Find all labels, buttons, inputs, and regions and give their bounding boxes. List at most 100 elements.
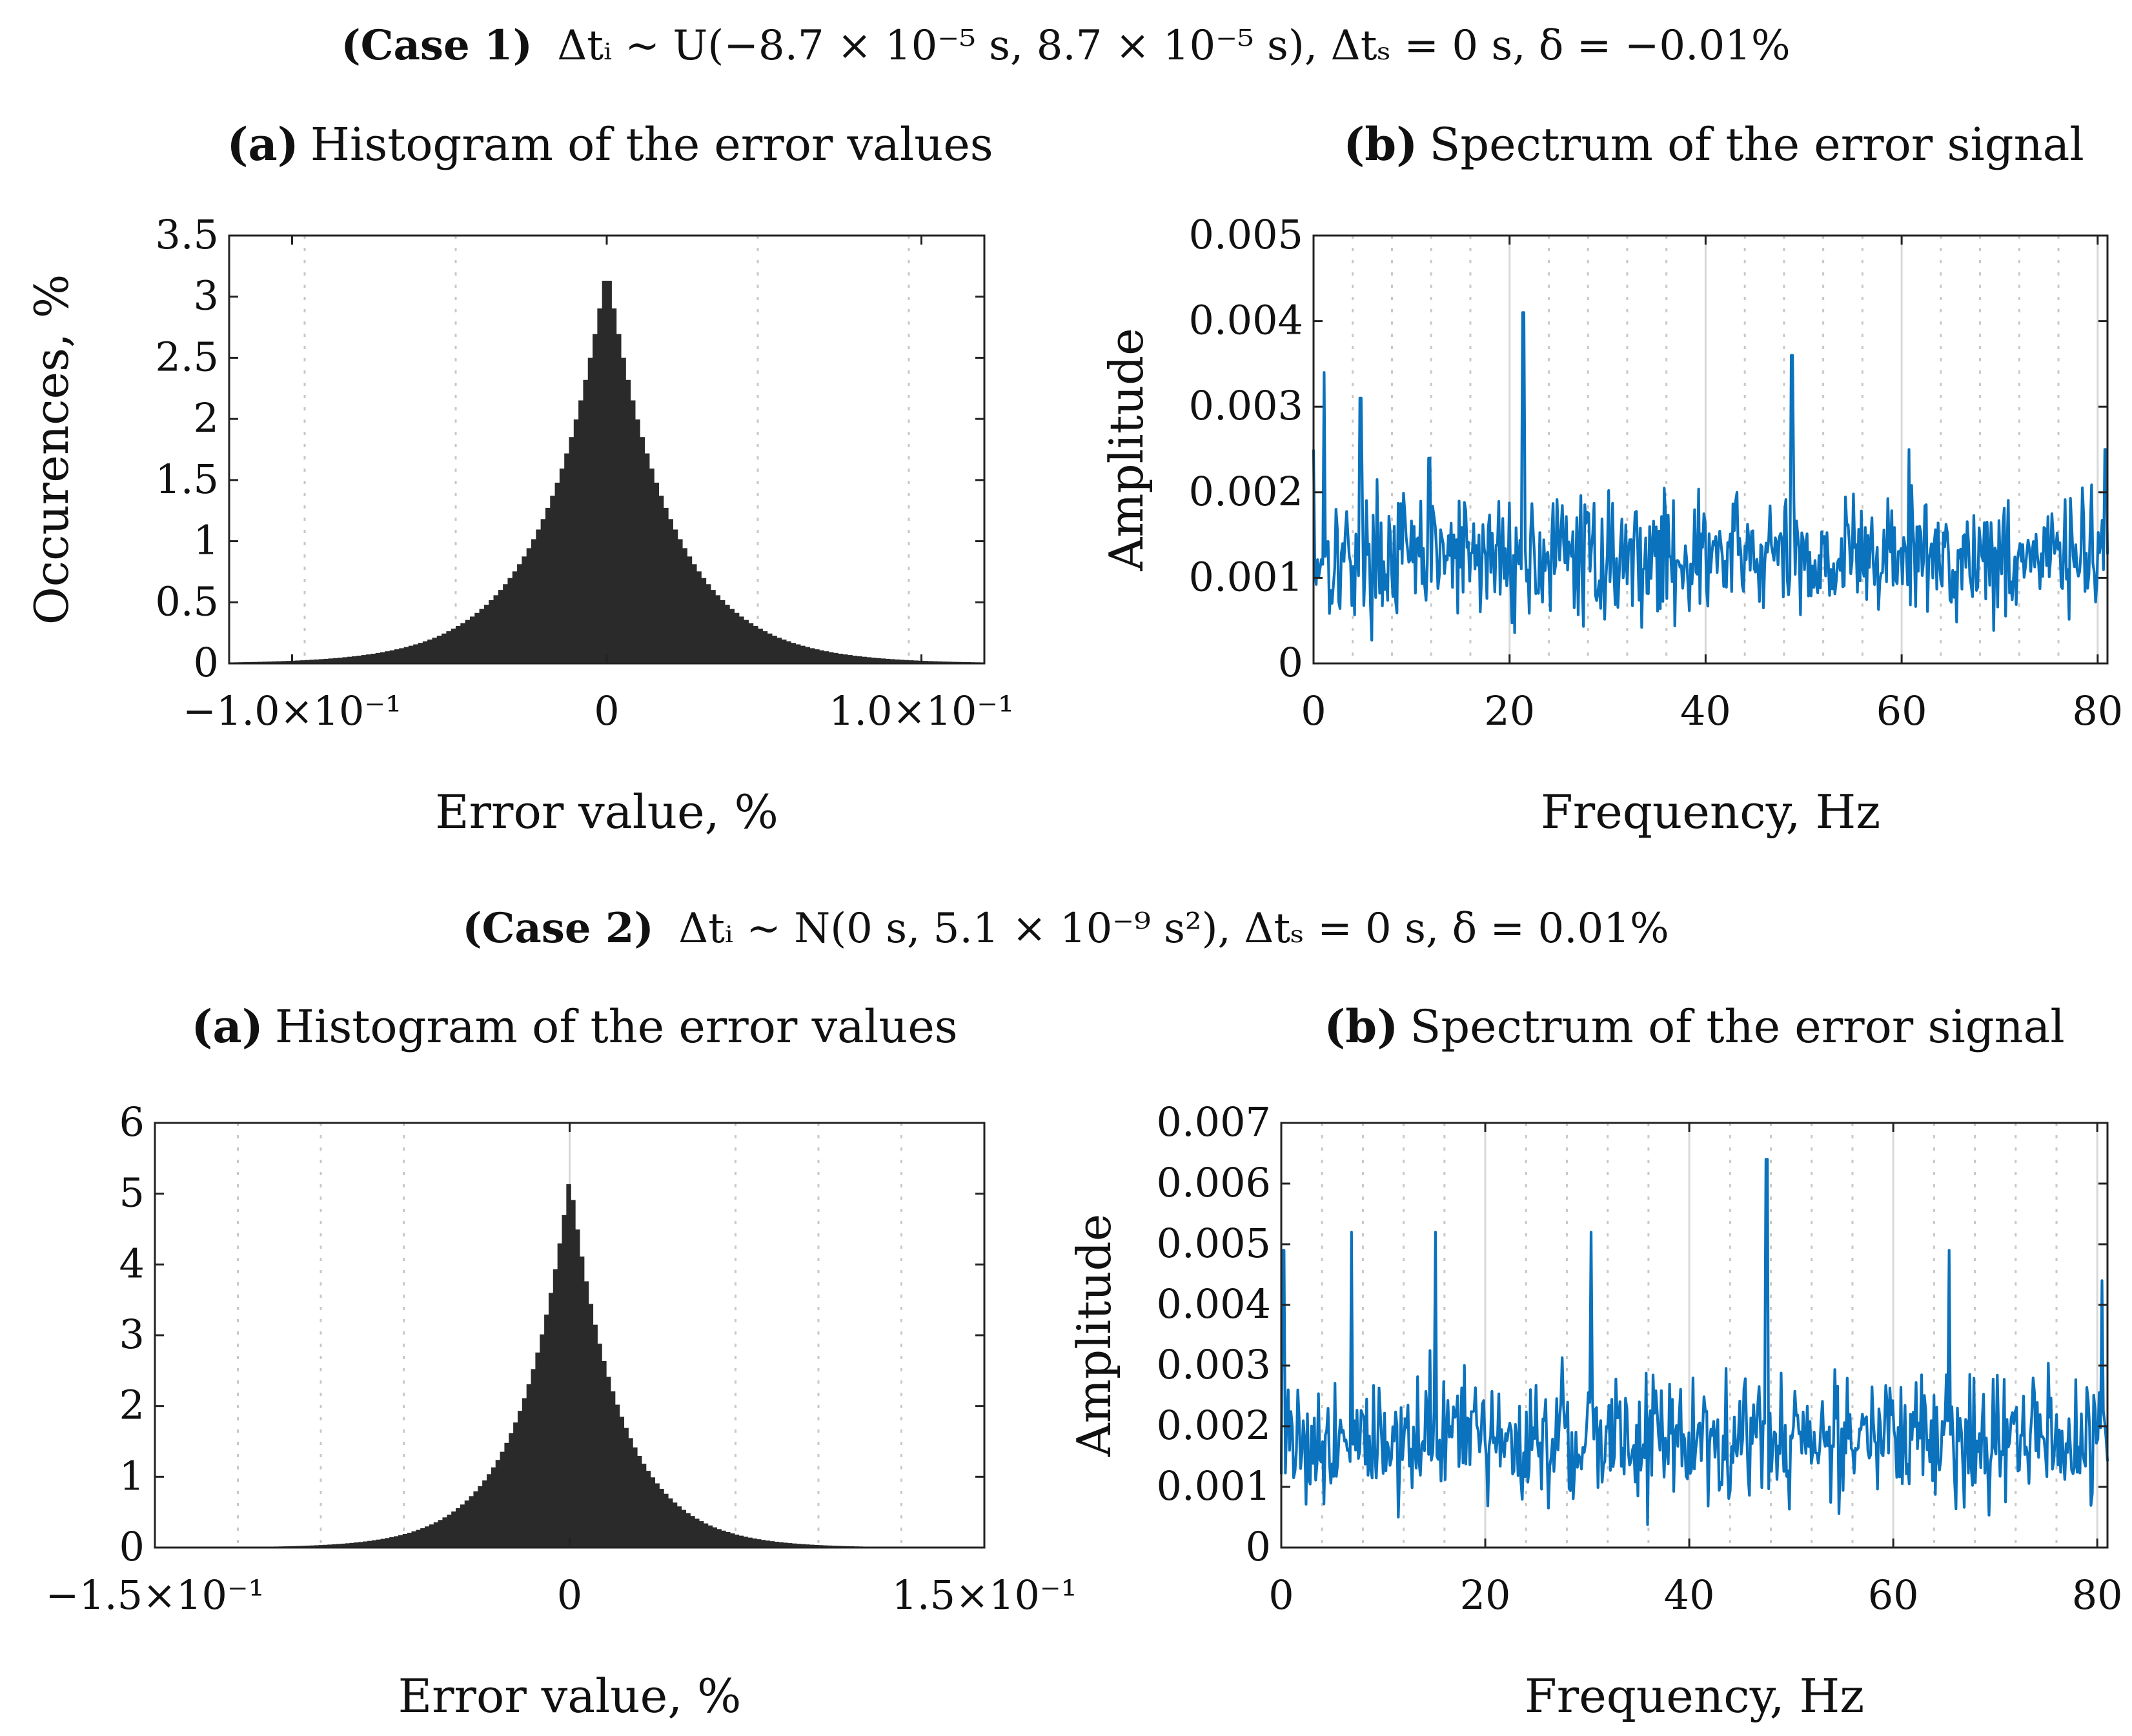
case1-hist-bar [314,659,320,663]
case1-hist-bar [777,638,782,663]
case1-hist-bar [587,358,593,663]
case2-hist-bar [354,1542,359,1548]
case1-hist-bar [281,661,287,663]
case1-hist-bar [328,658,334,663]
case1-title-bold: (Case 1) [341,21,533,70]
case1-hist-bar [895,659,900,663]
case1-hist-bar [276,661,282,663]
case2-hist-bar [747,1537,753,1548]
case2-hist-bar [482,1480,487,1548]
case2-hist-bar [624,1428,629,1548]
case1-hist-bar [814,649,820,663]
case1-hist-bar [573,419,579,663]
case2-hist-bar [380,1539,385,1548]
case2-hist-xtick-label: 1.5×10⁻¹ [891,1571,1077,1619]
case2-hist-xtick-label: 0 [557,1571,582,1619]
case1-hist-bar [271,661,277,663]
case1-hist-bar [413,644,419,663]
case1-hist-bar [909,660,914,663]
case2-hist-ytick-label: 5 [119,1169,145,1216]
case2-hist-bar [659,1488,664,1548]
case1-hist-bar [394,649,400,663]
case1-hist-bar [654,482,660,663]
case2-spec-ytick-label: 0.002 [1157,1402,1272,1449]
case2-hist-bar [593,1324,598,1548]
case2-hist-bar [438,1520,443,1548]
case1-hist-bar [403,647,409,663]
case1-spec-axes-frame [1312,234,2109,665]
case2-hist-bar [349,1542,354,1548]
case1-hist-bar [371,653,376,663]
case2-hist-bar [389,1537,394,1548]
case1-hist-bar [583,379,589,663]
case2-spec-ytick-label: 0.001 [1157,1462,1272,1509]
case1-hist-bar [640,437,645,663]
case2-hist-bar [619,1417,625,1548]
case1-hist-bar [847,655,853,663]
case1-title: (Case 1) Δtᵢ ~ U(−8.7 × 10⁻⁵ s, 8.7 × 10… [341,21,1790,70]
case2-hist-bar [309,1545,315,1548]
case1-hist-bar [677,539,683,663]
case2-hist-bar [323,1544,328,1548]
case1-hist-bar [489,600,494,663]
case2-hist-bar [562,1215,567,1548]
case1-hist-bar [460,623,466,663]
case2-hist-bar [456,1508,461,1548]
case1-hist-bar [738,616,744,663]
case2-hist-bar [667,1498,673,1548]
case2-hist-bar [433,1522,439,1548]
case2-hist-bar [676,1506,682,1548]
case1-hist-bar [483,605,489,663]
case1-hist-bar [913,660,919,663]
case1-hist-bar [347,656,352,663]
case2-hist-bar [575,1229,580,1548]
case1-spec-title-text: Spectrum of the error signal [1429,118,2084,171]
case2-hist-bar [787,1543,793,1548]
case2-spec-xlabel: Frequency, Hz [1525,1669,1864,1723]
case2-title: (Case 2) Δtᵢ ~ N(0 s, 5.1 × 10⁻⁹ s²), Δt… [462,904,1669,953]
case1-hist-bar [875,658,881,663]
case1-hist-bars [229,281,985,664]
case2-hist-bar [451,1511,456,1548]
case1-hist-title-bold: (a) [227,117,299,171]
case1-hist-bar [706,584,711,663]
case2-hist-bar [633,1447,638,1548]
case1-spec-title-bold: (b) [1343,117,1417,171]
case1-hist-bar [338,658,343,663]
case2-spec-title: (b) Spectrum of the error signal [1324,1000,2065,1053]
case2-hist-bar [504,1442,509,1548]
case2-hist-bar [588,1304,594,1548]
case2-spec-ytick-label: 0.004 [1157,1280,1272,1327]
case2-hist-bar [827,1545,833,1548]
case2-hist-bar [809,1544,815,1548]
case2-hist-bar [340,1543,346,1548]
case2-hist-bar [376,1539,381,1548]
case2-hist-bar [783,1542,788,1548]
case1-spec-ylabel: Amplitude [1099,328,1153,571]
case1-hist-ytick-label: 1 [194,517,219,564]
case2-hist-bar [358,1542,363,1548]
case2-spec-ytick-label: 0.003 [1157,1341,1272,1388]
case2-hist-bar [363,1541,368,1548]
case2-hist-ytick-label: 3 [119,1311,145,1358]
case1-hist-bar [569,437,574,663]
case1-hist-bar [880,658,886,663]
case2-spec-xtick-label: 80 [2072,1571,2123,1619]
case2-hist-bar [327,1544,332,1548]
case2-hist-xtick-label: −1.5×10⁻¹ [46,1571,265,1619]
case2-hist-bar [460,1504,465,1548]
case1-hist-bar [899,660,905,663]
case1-hist-bar [361,655,367,663]
case1-hist-bar [800,645,806,663]
case1-hist-bar [620,358,626,663]
case2-hist-bar [769,1541,775,1548]
case2-hist-bar [597,1344,602,1548]
case1-hist-bar [493,595,499,663]
case2-hist-bar [332,1544,337,1548]
case1-hist-bar [889,659,895,663]
case2-hist-bar [500,1451,505,1548]
case2-hist-ytick-label: 0 [119,1523,145,1570]
case2-hist-bar [531,1369,536,1548]
case2-hist-bar [698,1521,704,1548]
case1-hist-bar [701,578,707,663]
